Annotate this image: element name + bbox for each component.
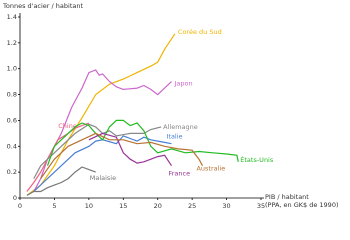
series-line	[33, 123, 162, 179]
x-tick-label: 20	[154, 202, 162, 210]
series-label: Italie	[166, 133, 182, 141]
series-label: Malaisie	[90, 174, 116, 182]
series-line	[26, 122, 90, 192]
y-tick-label: 0.8	[7, 91, 17, 99]
chart: Tonnes d'acier / habitant PIB / habitant…	[2, 2, 339, 210]
x-tick-label: 35	[257, 202, 265, 210]
x-tick-label: 5	[52, 202, 56, 210]
series-label: Chine	[58, 122, 77, 130]
series-line	[40, 132, 204, 179]
y-tick-label: 0.2	[7, 168, 17, 176]
x-tick-label: 25	[188, 202, 196, 210]
series-label: Australie	[196, 165, 225, 173]
series-line	[33, 69, 172, 192]
series-line	[33, 135, 172, 192]
page: {"chart_data":{"type":"line","ylabel":"T…	[2, 2, 339, 210]
x-tick-label: 10	[85, 202, 93, 210]
series-line	[26, 33, 176, 196]
series-label: Allemagne	[163, 123, 198, 131]
series-label: Corée du Sud	[178, 28, 222, 36]
x-tick-label: 0	[18, 202, 22, 210]
y-tick-label: 0.6	[7, 116, 17, 124]
x-tick-label: 15	[119, 202, 127, 210]
series-line	[26, 166, 96, 196]
x-axis-label: (PPA, en GK$ de 1990)	[265, 201, 339, 209]
y-tick-label: 1.0	[7, 65, 17, 73]
y-tick-label: 1.4	[7, 13, 17, 21]
x-tick-label: 30	[222, 202, 230, 210]
y-axis-label: Tonnes d'acier / habitant	[2, 2, 83, 10]
series-line	[46, 119, 239, 166]
x-axis-label: PIB / habitant	[265, 193, 309, 201]
y-tick-label: 0	[13, 194, 17, 202]
y-tick-label: 1.2	[7, 39, 17, 47]
series-label: France	[168, 170, 190, 178]
series-label: États-Unis	[240, 155, 274, 164]
series-line	[88, 132, 172, 167]
y-tick-label: 0.4	[7, 142, 17, 150]
series-label: Japon	[173, 80, 192, 88]
